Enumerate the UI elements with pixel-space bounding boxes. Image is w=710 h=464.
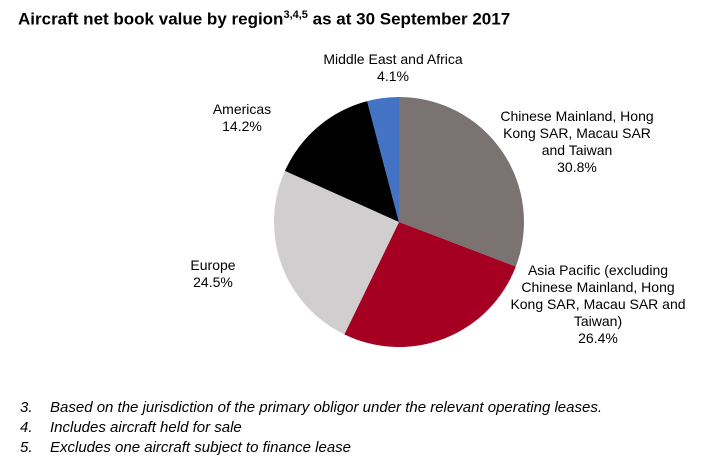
pie-slice bbox=[399, 96, 525, 267]
footnote-text: Based on the jurisdiction of the primary… bbox=[50, 399, 602, 416]
footnote: 4. Includes aircraft held for sale bbox=[20, 419, 242, 436]
value-label: 4.1% bbox=[377, 68, 409, 84]
pie-slice bbox=[284, 101, 399, 222]
category-label: Middle East and Africa bbox=[323, 51, 463, 67]
category-label: Americas bbox=[212, 101, 272, 117]
category-label: Chinese Mainland, Hong Kong SAR, Macau S… bbox=[500, 108, 654, 158]
category-label: Europe bbox=[190, 257, 236, 273]
value-label: 14.2% bbox=[222, 118, 262, 134]
footnote-number: 3. bbox=[20, 399, 33, 416]
slice-label: Asia Pacific (excluding Chinese Mainland… bbox=[506, 262, 691, 347]
pie-slice bbox=[367, 97, 399, 222]
footnote-text: Excludes one aircraft subject to finance… bbox=[50, 439, 352, 456]
footnote-number: 5. bbox=[20, 439, 33, 456]
footnote-number: 4. bbox=[20, 419, 33, 436]
title-suffix: as at 30 September 2017 bbox=[312, 9, 511, 29]
footnote: 5. Excludes one aircraft subject to finan… bbox=[20, 439, 351, 456]
pie-slice bbox=[344, 222, 516, 347]
value-label: 30.8% bbox=[557, 159, 597, 175]
footnote-text: Includes aircraft held for sale bbox=[50, 419, 242, 436]
value-label: 24.5% bbox=[193, 274, 233, 290]
slice-label: Middle East and Africa 4.1% bbox=[303, 51, 483, 85]
slice-label: Chinese Mainland, Hong Kong SAR, Macau S… bbox=[490, 108, 665, 176]
slice-label: Europe 24.5% bbox=[173, 257, 253, 291]
pie-slice bbox=[274, 170, 399, 335]
footnote: 3. Based on the jurisdiction of the prima… bbox=[20, 399, 602, 416]
title-superscript: 3,4,5 bbox=[283, 9, 308, 21]
title-text: Aircraft net book value by region bbox=[18, 9, 284, 29]
value-label: 26.4% bbox=[578, 330, 618, 346]
category-label: Asia Pacific (excluding Chinese Mainland… bbox=[510, 262, 686, 329]
chart-title: Aircraft net book value by region3,4,5 a… bbox=[18, 9, 510, 30]
slice-label: Americas 14.2% bbox=[202, 101, 282, 135]
